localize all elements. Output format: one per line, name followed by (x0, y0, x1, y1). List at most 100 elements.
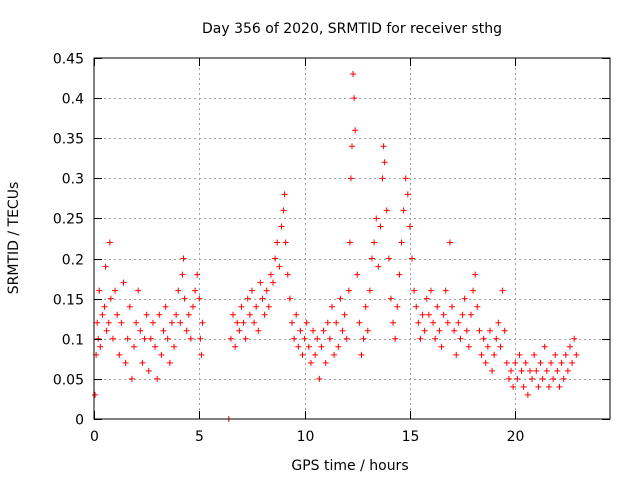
data-point (474, 303, 481, 310)
data-point (409, 255, 416, 262)
data-point (545, 383, 552, 390)
data-point (322, 359, 329, 366)
data-point (385, 255, 392, 262)
y-tick-label: 0.45 (53, 52, 84, 68)
data-point (173, 311, 180, 318)
data-point (472, 271, 479, 278)
data-point (199, 319, 206, 326)
y-tick-label: 0.05 (53, 373, 84, 389)
data-point (145, 367, 152, 374)
data-point (267, 271, 274, 278)
data-point (227, 335, 234, 342)
data-point (535, 383, 542, 390)
data-point (493, 335, 500, 342)
data-point (99, 311, 106, 318)
data-point (102, 263, 109, 270)
data-point (288, 319, 295, 326)
data-point (154, 375, 161, 382)
data-point (316, 375, 323, 382)
data-point (179, 271, 186, 278)
data-point (375, 263, 382, 270)
data-point (272, 255, 279, 262)
data-point (143, 311, 150, 318)
data-point (467, 311, 474, 318)
data-point (180, 255, 187, 262)
data-point (508, 367, 515, 374)
data-point (550, 375, 557, 382)
data-point (520, 383, 527, 390)
data-point (183, 327, 190, 334)
data-point (446, 239, 453, 246)
y-tick-label: 0.2 (62, 253, 84, 269)
y-tick-label: 0.25 (53, 212, 84, 228)
data-point (261, 311, 268, 318)
data-point (430, 319, 437, 326)
data-point (133, 319, 140, 326)
data-point (404, 191, 411, 198)
data-point (141, 335, 148, 342)
data-point (396, 271, 403, 278)
data-point (413, 303, 420, 310)
x-tick-label: 0 (90, 429, 99, 445)
data-point (124, 335, 131, 342)
data-point (566, 343, 573, 350)
grid-lines (94, 58, 610, 419)
data-point (415, 319, 422, 326)
chart-title: Day 356 of 2020, SRMTID for receiver sth… (202, 21, 502, 37)
data-point (543, 367, 550, 374)
data-point (453, 351, 460, 358)
data-point (137, 327, 144, 334)
data-point (351, 95, 358, 102)
y-tick-label: 0 (75, 413, 84, 429)
data-point (400, 207, 407, 214)
data-point (369, 255, 376, 262)
data-point (114, 311, 121, 318)
data-point (484, 343, 491, 350)
data-point (122, 359, 129, 366)
data-point (126, 303, 133, 310)
data-point (539, 375, 546, 382)
data-point (434, 303, 441, 310)
data-point (552, 351, 559, 358)
data-point (337, 295, 344, 302)
data-point (366, 287, 373, 294)
data-point (533, 367, 540, 374)
data-points (92, 71, 580, 422)
data-point (499, 287, 506, 294)
data-point (556, 383, 563, 390)
data-point (356, 319, 363, 326)
data-point (265, 303, 272, 310)
data-point (425, 311, 432, 318)
data-point (106, 239, 113, 246)
data-point (196, 295, 203, 302)
data-point (158, 351, 165, 358)
data-point (354, 271, 361, 278)
data-point (189, 303, 196, 310)
data-point (234, 319, 241, 326)
data-point (326, 335, 333, 342)
data-point (503, 359, 510, 366)
data-point (497, 343, 504, 350)
data-point (516, 351, 523, 358)
data-point (112, 287, 119, 294)
data-point (118, 319, 125, 326)
data-point (109, 335, 116, 342)
data-point (505, 375, 512, 382)
data-point (491, 351, 498, 358)
data-point (297, 327, 304, 334)
data-point (380, 143, 387, 150)
data-point (449, 303, 456, 310)
data-point (95, 335, 102, 342)
data-point (194, 271, 201, 278)
data-point (276, 263, 283, 270)
data-point (394, 303, 401, 310)
data-point (451, 327, 458, 334)
data-point (459, 311, 466, 318)
data-point (398, 239, 405, 246)
y-axis: 0 0.05 0.1 0.15 0.2 0.25 0.3 0.35 0.4 0.45 (53, 52, 610, 429)
data-point (377, 223, 384, 230)
data-point (242, 335, 249, 342)
data-point (360, 335, 367, 342)
data-point (411, 287, 418, 294)
data-point (168, 319, 175, 326)
